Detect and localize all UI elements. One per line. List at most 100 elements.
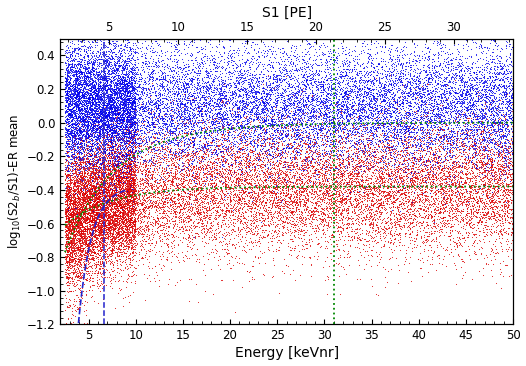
Point [104,225,113,231]
Point [97,176,105,182]
Point [105,71,114,77]
Point [88,210,97,216]
Point [224,134,232,140]
Point [133,81,141,86]
Point [124,209,133,215]
Point [159,120,168,126]
Point [494,129,503,135]
Point [430,116,438,122]
Point [497,144,505,150]
Point [207,86,215,92]
Point [207,113,216,119]
Point [507,197,515,203]
Point [98,159,106,165]
Point [85,229,94,235]
Point [299,108,307,113]
Point [296,131,304,137]
Point [123,106,131,112]
Point [105,111,114,117]
Point [177,224,186,230]
Point [452,159,461,165]
Point [83,182,91,188]
Point [70,113,79,119]
Point [225,80,233,86]
Point [409,150,417,156]
Point [458,190,467,196]
Point [95,229,103,235]
Point [112,72,120,78]
Point [428,35,436,41]
Point [86,126,95,132]
Point [471,179,479,185]
Point [142,213,150,219]
Point [96,133,105,139]
Point [123,227,131,233]
Point [445,209,453,215]
Point [130,49,139,55]
Point [448,97,456,102]
Point [289,245,298,251]
Point [205,186,213,192]
Point [84,261,93,266]
Point [424,141,432,146]
Point [403,190,412,196]
Point [317,243,325,249]
Point [380,109,388,115]
Point [124,184,133,190]
Point [240,87,249,93]
Point [430,96,438,102]
Point [137,72,145,78]
Point [177,109,186,115]
Point [474,98,482,104]
Point [503,206,511,212]
Point [274,86,282,92]
Point [485,127,493,132]
Point [105,199,113,205]
Point [127,135,135,141]
Point [225,184,234,190]
Point [380,83,389,89]
Point [104,153,113,159]
Point [115,123,124,129]
Point [218,153,226,159]
Point [206,176,214,182]
Point [275,157,284,163]
Point [220,217,228,223]
Point [310,79,318,85]
Point [416,183,424,189]
Point [292,111,301,117]
Point [373,176,382,182]
Point [331,165,340,171]
Point [359,90,368,96]
Point [215,137,224,142]
Point [360,190,368,196]
Point [90,123,99,129]
Point [303,96,311,101]
Point [123,37,132,42]
Point [300,198,308,203]
Point [278,131,287,137]
Point [278,178,286,184]
Point [88,237,96,243]
Point [99,133,107,139]
Point [446,149,454,155]
Point [90,222,99,228]
Point [179,188,187,194]
Point [373,197,382,203]
Point [97,68,105,74]
Point [218,206,226,212]
Point [107,75,115,81]
Point [330,90,338,96]
Point [108,202,117,208]
Point [73,160,81,166]
Point [266,152,275,158]
Point [79,228,88,234]
Point [493,142,502,148]
Point [110,129,119,135]
Point [96,181,105,187]
Point [190,174,198,180]
Point [239,78,248,84]
Point [81,180,89,186]
Point [91,212,99,218]
Point [246,181,255,187]
